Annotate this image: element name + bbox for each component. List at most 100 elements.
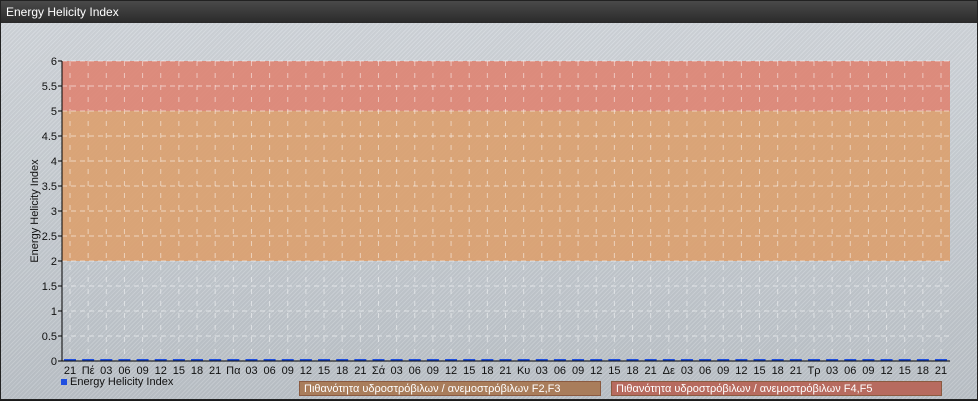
x-tick-label: Τρ: [807, 365, 820, 377]
y-tick-label: 5.5: [42, 81, 57, 93]
data-bar: [935, 359, 947, 361]
legend-series[interactable]: Energy Helicity Index: [61, 376, 173, 388]
data-bar: [771, 359, 784, 361]
y-tick-label: 1: [51, 306, 57, 318]
data-bar: [172, 359, 185, 361]
y-tick-label: 2.5: [42, 231, 57, 243]
data-bar: [662, 359, 675, 361]
y-tick-label: 0.5: [42, 331, 57, 343]
data-bar: [354, 359, 367, 361]
x-tick-label: 03: [826, 365, 838, 377]
x-tick-label: 03: [536, 365, 548, 377]
data-bar: [699, 359, 712, 361]
x-tick-label: Πέ: [82, 365, 95, 377]
data-bar: [499, 359, 512, 361]
data-bar: [898, 359, 911, 361]
data-bar: [735, 359, 748, 361]
data-bar: [553, 359, 566, 361]
data-bar: [826, 359, 839, 361]
data-bar: [82, 359, 95, 361]
x-tick-label: 09: [282, 365, 294, 377]
data-bar: [64, 359, 76, 361]
x-tick-label: 03: [245, 365, 257, 377]
y-tick-label: 3: [51, 206, 57, 218]
legend-band-f4-f5: Πιθανότητα υδροστρόβιλων / ανεμοστρόβιλω…: [611, 381, 942, 396]
data-bar: [372, 359, 385, 361]
x-tick-label: 03: [100, 365, 112, 377]
data-bar: [245, 359, 258, 361]
y-tick-label: 2: [51, 256, 57, 268]
data-bar: [862, 359, 875, 361]
legend-band-f2-f3: Πιθανότητα υδροστρόβιλων / ανεμοστρόβιλω…: [299, 381, 601, 396]
x-tick-label: 18: [772, 365, 784, 377]
data-bar: [191, 359, 204, 361]
data-bar: [590, 359, 603, 361]
x-tick-label: 21: [935, 365, 947, 377]
panel-title: Energy Helicity Index: [1, 1, 977, 23]
x-tick-label: 12: [300, 365, 312, 377]
data-bar: [118, 359, 131, 361]
data-bar: [100, 359, 113, 361]
x-tick-label: 09: [717, 365, 729, 377]
data-bar: [299, 359, 312, 361]
x-tick-label: 18: [917, 365, 929, 377]
y-tick-label: 0: [51, 356, 57, 368]
data-bar: [209, 359, 222, 361]
x-tick-label: 18: [191, 365, 203, 377]
x-tick-label: 12: [445, 365, 457, 377]
x-tick-label: 15: [608, 365, 620, 377]
data-bar: [844, 359, 857, 361]
x-tick-label: 03: [391, 365, 403, 377]
x-tick-label: 15: [899, 365, 911, 377]
data-bar: [644, 359, 657, 361]
data-bar: [608, 359, 621, 361]
x-tick-label: 21: [209, 365, 221, 377]
legend-swatch: [61, 379, 67, 385]
y-tick-label: 3.5: [42, 181, 57, 193]
x-tick-label: 06: [409, 365, 421, 377]
x-tick-label: 21: [645, 365, 657, 377]
y-tick-label: 6: [51, 56, 57, 68]
data-bar: [336, 359, 349, 361]
y-tick-label: 5: [51, 106, 57, 118]
data-bar: [426, 359, 439, 361]
x-tick-label: 09: [862, 365, 874, 377]
data-bar: [680, 359, 693, 361]
x-tick-label: 06: [699, 365, 711, 377]
x-tick-label: 21: [790, 365, 802, 377]
x-tick-label: 18: [336, 365, 348, 377]
legend-label: Energy Helicity Index: [70, 376, 174, 388]
data-bar: [463, 359, 476, 361]
data-bar: [535, 359, 548, 361]
x-tick-label: 15: [318, 365, 330, 377]
data-bar: [263, 359, 276, 361]
x-tick-label: 12: [880, 365, 892, 377]
x-tick-label: Δε: [663, 365, 675, 377]
x-tick-label: Πα: [226, 365, 241, 377]
data-bar: [517, 359, 530, 361]
x-tick-label: 15: [753, 365, 765, 377]
y-tick-label: 1.5: [42, 281, 57, 293]
data-bar: [318, 359, 331, 361]
x-tick-label: 06: [844, 365, 856, 377]
x-tick-label: 09: [572, 365, 584, 377]
x-tick-label: Κυ: [517, 365, 530, 377]
x-tick-label: 15: [173, 365, 185, 377]
data-bar: [408, 359, 421, 361]
data-bar: [136, 359, 149, 361]
x-tick-label: 12: [735, 365, 747, 377]
data-bar: [572, 359, 585, 361]
y-tick-label: 4: [51, 156, 57, 168]
x-tick-label: 18: [481, 365, 493, 377]
data-bar: [154, 359, 167, 361]
data-bar: [753, 359, 766, 361]
x-tick-label: 21: [354, 365, 366, 377]
data-bar: [916, 359, 929, 361]
x-tick-label: 09: [427, 365, 439, 377]
x-tick-label: 21: [64, 365, 76, 377]
x-tick-label: 06: [118, 365, 130, 377]
data-bar: [481, 359, 494, 361]
data-bar: [717, 359, 730, 361]
